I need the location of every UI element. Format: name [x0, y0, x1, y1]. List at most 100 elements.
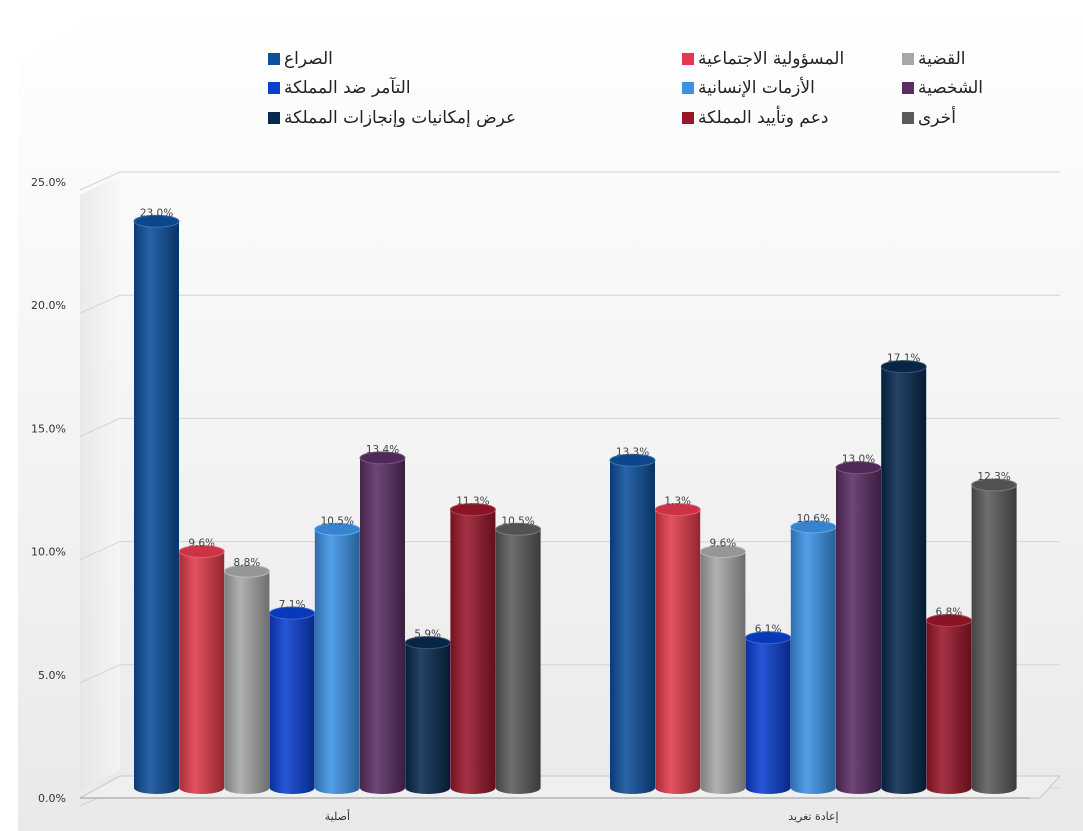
bar-top	[178, 544, 225, 558]
x-tick-label: أصلية	[325, 809, 350, 823]
legend-swatch	[268, 53, 280, 65]
bar-top	[609, 453, 656, 467]
data-label: 12.3%	[977, 471, 1010, 483]
data-label: 13.3%	[616, 446, 649, 458]
legend-swatch	[268, 112, 280, 124]
bar-top	[971, 478, 1018, 492]
legend-label: دعم وتأييد المملكة	[698, 105, 828, 128]
legend-label: عرض إمكانيات وإنجازات المملكة	[284, 108, 516, 128]
y-tick-label: 10.0%	[31, 546, 66, 559]
bar	[178, 544, 225, 794]
gridline	[79, 294, 1060, 314]
data-label: 5.9%	[414, 629, 441, 641]
data-label: 23.0%	[140, 207, 173, 219]
legend-label: المسؤولية الاجتماعية	[698, 49, 844, 69]
y-tick-label: 25.0%	[31, 176, 66, 189]
legend-item: الأزمات الإنسانية	[682, 77, 815, 98]
bar-body	[179, 551, 225, 794]
data-label: 13.4%	[366, 444, 399, 456]
x-tick-label: إعادة تغريد	[788, 810, 838, 823]
bar-top	[223, 564, 270, 578]
bar	[880, 360, 927, 795]
bar	[449, 503, 496, 795]
bar	[269, 606, 316, 795]
bar-body	[610, 460, 655, 795]
legend-swatch	[902, 82, 914, 94]
legend-item: التآمر ضد المملكة	[268, 76, 411, 98]
bar-body	[790, 526, 836, 795]
bar	[654, 503, 701, 795]
bar	[790, 520, 837, 795]
gridline	[79, 171, 1060, 191]
legend-item: الصراع	[268, 49, 333, 69]
bar-top	[790, 520, 837, 534]
bar-body	[314, 529, 360, 795]
bar	[223, 564, 270, 795]
data-label: 8.8%	[234, 557, 261, 569]
legend-swatch	[682, 53, 694, 65]
legend-item: عرض إمكانيات وإنجازات المملكة	[268, 108, 516, 128]
legend-label: القضية	[918, 49, 966, 69]
legend-swatch	[902, 112, 914, 124]
gridline	[79, 541, 1060, 561]
bar	[495, 522, 542, 795]
y-axis: 0.0% 5.0% 10.0% 15.0% 20.0% 25.0%	[31, 176, 66, 805]
bar	[699, 544, 746, 795]
bar-body	[224, 571, 270, 795]
y-tick-label: 20.0%	[31, 299, 66, 312]
legend-item: القضية	[902, 49, 966, 69]
bar-top	[404, 636, 451, 650]
bar	[314, 522, 361, 795]
bar-body	[495, 529, 541, 795]
data-label: 13.0%	[842, 454, 875, 466]
data-label: 6.8%	[936, 606, 963, 618]
bar-top	[745, 631, 792, 645]
bar-top	[449, 503, 496, 517]
legend-label: الصراع	[284, 49, 333, 69]
bar-top	[314, 522, 361, 536]
bar	[133, 214, 180, 795]
data-label: 1.3%	[664, 496, 691, 508]
bar	[404, 636, 451, 795]
bar-top	[359, 451, 406, 465]
bar-body	[405, 642, 451, 795]
bar	[835, 461, 882, 795]
bars	[133, 214, 1018, 795]
bar-top	[699, 544, 746, 558]
y-tick-label: 0.0%	[38, 792, 66, 805]
bar-body	[655, 509, 701, 795]
data-label: 7.1%	[279, 599, 306, 611]
bar	[745, 631, 792, 795]
legend-label: الأزمات الإنسانية	[698, 77, 815, 98]
gridline	[79, 417, 1060, 437]
bar-body	[450, 509, 496, 795]
bar-top	[925, 613, 972, 627]
bar-body	[745, 637, 791, 795]
data-label: 10.5%	[501, 515, 534, 527]
bar-body	[971, 484, 1017, 795]
legend: الصراع المسؤولية الاجتماعية القضية التآمر ض…	[268, 49, 983, 128]
bar-body	[360, 457, 405, 795]
data-label: 9.6%	[710, 537, 737, 549]
legend-label: الشخصية	[918, 78, 983, 98]
legend-swatch	[902, 53, 914, 65]
bar	[971, 478, 1018, 795]
legend-item: أخرى	[902, 106, 956, 128]
legend-swatch	[268, 82, 280, 94]
y-tick-label: 15.0%	[31, 422, 66, 435]
legend-item: المسؤولية الاجتماعية	[682, 49, 844, 69]
data-label: 9.6%	[188, 537, 215, 549]
legend-label: أخرى	[918, 106, 956, 128]
data-label: 10.6%	[797, 513, 830, 525]
legend-item: دعم وتأييد المملكة	[682, 105, 828, 128]
bar-body	[926, 620, 972, 795]
bar-body	[134, 221, 179, 795]
bar-top	[133, 214, 180, 228]
bar-body	[836, 467, 881, 795]
bar-top	[269, 606, 316, 620]
bar	[359, 451, 406, 795]
legend-label: التآمر ضد المملكة	[284, 76, 411, 98]
bar-top	[880, 360, 927, 374]
bar-body	[269, 613, 315, 795]
